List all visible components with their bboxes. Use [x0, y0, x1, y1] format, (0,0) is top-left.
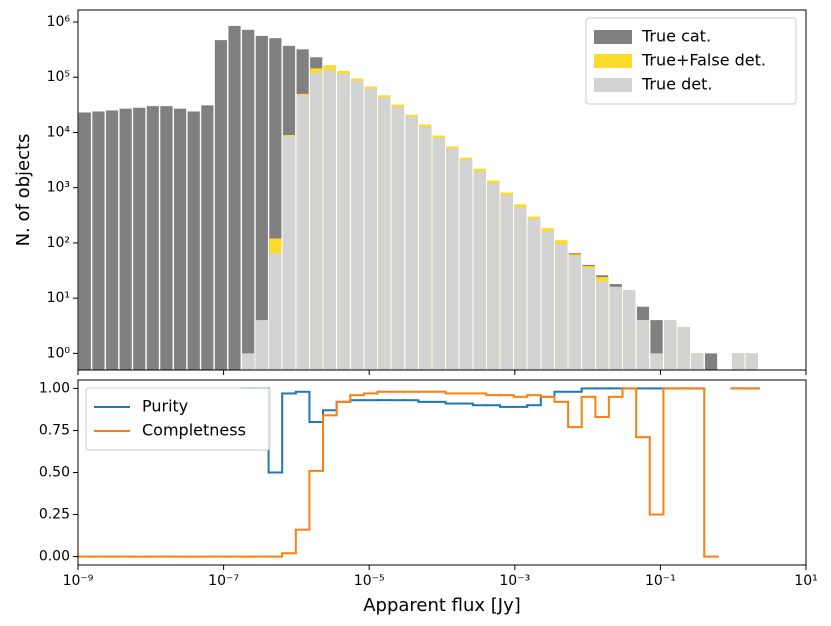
bar	[364, 88, 377, 370]
bar	[500, 195, 513, 370]
bar	[555, 244, 568, 370]
bar	[255, 35, 268, 370]
bar	[119, 108, 132, 371]
x-tick-label: 10¹	[794, 573, 817, 589]
legend-box	[585, 17, 797, 105]
y-tick-label: 10⁰	[47, 345, 71, 361]
bar	[160, 106, 173, 371]
y-axis-label: N. of objects	[13, 134, 34, 247]
bar	[105, 110, 119, 370]
x-tick-label: 10⁻⁷	[208, 573, 239, 589]
y-tick-label: 0.00	[39, 549, 70, 565]
bar	[187, 111, 200, 371]
bar	[214, 40, 228, 370]
y-tick-label: 10¹	[47, 290, 70, 306]
bar	[282, 136, 296, 370]
bar	[623, 290, 636, 370]
bar	[391, 106, 405, 370]
bar	[732, 353, 745, 370]
legend-label: True+False det.	[641, 51, 766, 70]
bar	[609, 286, 622, 370]
bar	[78, 112, 91, 371]
y-tick-label: 10²	[47, 235, 70, 251]
y-tick-label: 1.00	[39, 380, 70, 396]
bar	[296, 94, 309, 370]
bar	[514, 207, 527, 370]
legend-label: True det.	[641, 75, 712, 94]
legend-label: Completness	[142, 421, 246, 440]
legend-swatch	[594, 78, 632, 92]
legend-swatch	[594, 54, 632, 68]
bar	[664, 320, 677, 370]
bar	[446, 148, 459, 370]
bar	[596, 281, 609, 370]
bar	[310, 72, 323, 371]
bar	[432, 137, 445, 370]
y-tick-label: 10⁵	[47, 69, 70, 85]
y-tick-label: 0.75	[39, 422, 70, 438]
bar	[419, 126, 432, 370]
bar	[487, 183, 500, 370]
legend-swatch	[594, 30, 632, 44]
bar	[201, 105, 214, 370]
legend-label: True cat.	[641, 27, 711, 46]
bar	[323, 70, 336, 371]
bar	[527, 219, 541, 370]
y-tick-label: 0.25	[39, 507, 70, 523]
bar	[473, 171, 486, 370]
bar	[691, 353, 704, 370]
bar	[269, 253, 282, 370]
bar	[241, 29, 255, 370]
y-tick-label: 10³	[47, 180, 70, 196]
bar	[337, 73, 350, 371]
x-tick-label: 10⁻³	[499, 573, 530, 589]
axes-frame	[77, 9, 807, 371]
bar	[636, 320, 650, 370]
bar	[704, 353, 718, 370]
y-tick-label: 0.50	[39, 465, 70, 481]
bar	[228, 25, 241, 370]
bar	[146, 106, 159, 371]
x-axis-label: Apparent flux [Jy]	[363, 595, 521, 616]
x-tick-label: 10⁻⁵	[354, 573, 385, 589]
bar	[582, 268, 595, 370]
legend-label: Purity	[142, 397, 188, 416]
bar	[350, 80, 364, 371]
legend-box	[85, 387, 271, 451]
bar	[92, 111, 105, 371]
bar	[241, 353, 255, 370]
x-tick-label: 10⁻¹	[645, 573, 676, 589]
bar	[541, 231, 554, 370]
x-tick-label: 10⁻⁹	[63, 573, 94, 589]
bar	[174, 108, 187, 371]
bar	[459, 159, 473, 370]
bar	[255, 320, 268, 370]
bar	[650, 353, 663, 370]
y-tick-label: 10⁴	[47, 124, 71, 140]
bar	[745, 353, 758, 370]
bar	[133, 107, 146, 371]
y-tick-label: 10⁶	[47, 14, 71, 30]
bar	[378, 97, 391, 370]
bar	[568, 255, 582, 370]
bar	[405, 116, 418, 370]
plot-layer	[77, 25, 760, 558]
bar	[677, 327, 690, 370]
